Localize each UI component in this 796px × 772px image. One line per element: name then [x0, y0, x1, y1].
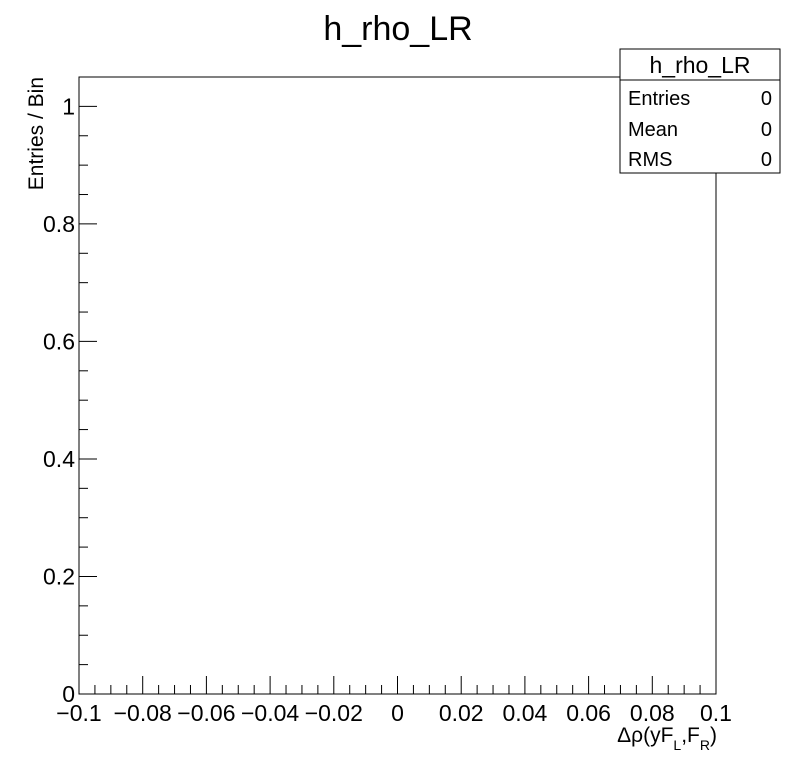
x-tick-label: 0.04 — [503, 700, 548, 726]
stats-box-frame — [619, 48, 781, 174]
x-axis-ticks — [78, 676, 717, 694]
stats-box-title: h_rho_LR — [649, 52, 750, 78]
x-tick-label: 0.06 — [566, 700, 611, 726]
x-axis-label-suffix: ) — [710, 724, 717, 747]
stats-rms-value: 0 — [761, 149, 772, 171]
chart-title: h_rho_LR — [323, 10, 472, 48]
stats-rms-label: RMS — [628, 149, 672, 171]
x-tick-label: 0.08 — [630, 700, 675, 726]
x-tick-label: −0.04 — [241, 700, 299, 726]
x-axis-label: Δρ(yFL,FR) — [617, 724, 717, 753]
x-tick-label: −0.06 — [177, 700, 235, 726]
x-tick-label: 0.02 — [439, 700, 484, 726]
x-tick-label: 0.1 — [700, 700, 732, 726]
y-axis-label: Entries / Bin — [25, 77, 48, 190]
y-tick-label: 1 — [62, 93, 75, 119]
x-axis-tick-labels: −0.1 −0.08 −0.06 −0.04 −0.02 0 0.02 0.04 0.06 0.0… — [56, 700, 732, 726]
x-axis-label-sub2: R — [700, 737, 710, 753]
stats-box: h_rho_LR Entries 0 Mean 0 RMS 0 — [619, 48, 781, 174]
x-tick-label: 0 — [391, 700, 404, 726]
x-tick-label: −0.1 — [56, 700, 101, 726]
x-axis-label-prefix: Δρ(yF — [617, 724, 673, 747]
stats-mean-value: 0 — [761, 119, 772, 141]
x-tick-label: −0.08 — [114, 700, 172, 726]
x-tick-label: −0.02 — [305, 700, 363, 726]
stats-entries-value: 0 — [761, 88, 772, 110]
stats-mean-label: Mean — [628, 119, 678, 141]
y-axis-tick-labels: 0 0.2 0.4 0.6 0.8 1 — [43, 93, 75, 707]
x-axis-label-sub1: L — [673, 737, 681, 753]
x-axis-label-mid: ,F — [681, 724, 700, 747]
y-tick-label: 0.2 — [43, 563, 75, 589]
y-tick-label: 0 — [62, 681, 75, 707]
y-tick-label: 0.6 — [43, 328, 75, 354]
y-axis-ticks — [79, 76, 97, 695]
y-tick-label: 0.4 — [43, 446, 75, 472]
y-tick-label: 0.8 — [43, 211, 75, 237]
stats-entries-label: Entries — [628, 88, 690, 110]
